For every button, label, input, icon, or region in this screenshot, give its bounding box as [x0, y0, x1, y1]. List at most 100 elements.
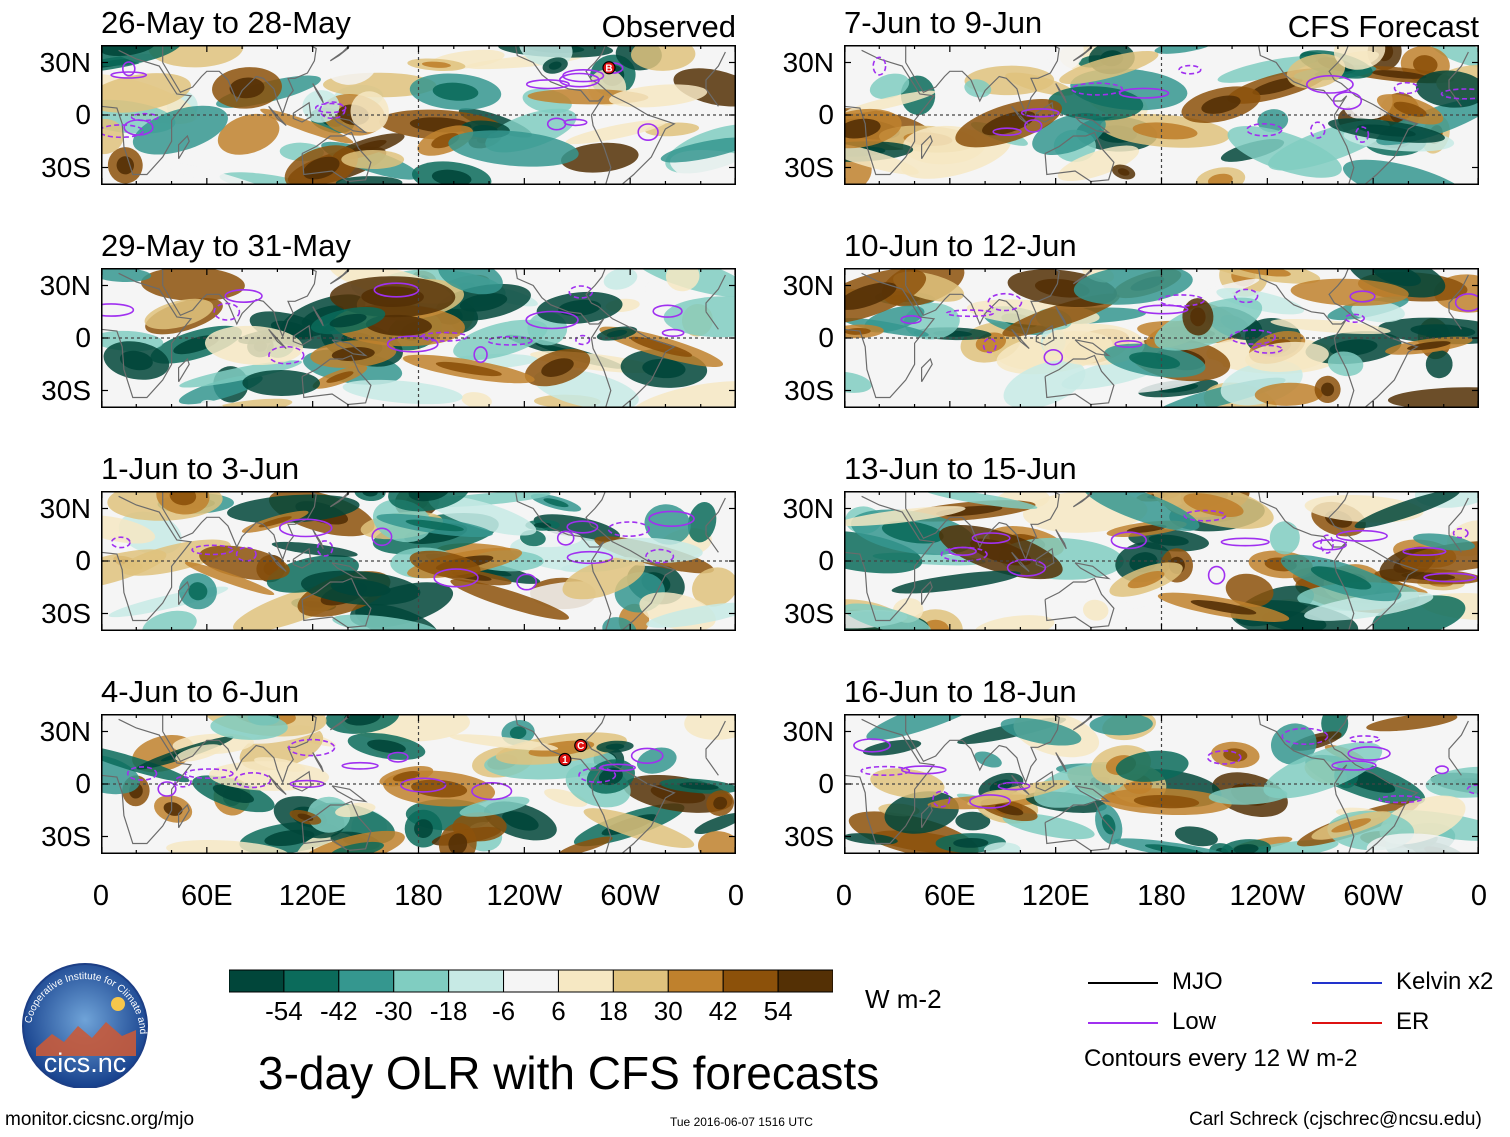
coastline: [921, 357, 933, 383]
olr-anomaly-blob: [845, 90, 936, 114]
olr-anomaly-blob: [179, 360, 302, 388]
olr-anomaly-blob: [101, 118, 124, 155]
low-contour: [341, 761, 379, 770]
olr-anomaly-core: [344, 714, 381, 726]
coastline: [1044, 577, 1115, 629]
low-contour: [566, 520, 599, 534]
olr-anomaly-blob: [1115, 750, 1189, 782]
olr-anomaly-core: [329, 313, 367, 328]
olr-anomaly-core: [459, 293, 508, 312]
panel-title: 13-Jun to 15-Jun: [844, 451, 1077, 486]
coastline: [1035, 547, 1055, 569]
olr-anomaly-blob: [1304, 591, 1434, 621]
olr-anomaly-core: [1127, 570, 1165, 589]
olr-anomaly-blob: [974, 615, 1055, 631]
olr-anomaly-blob: [844, 506, 966, 527]
low-contour: [1452, 527, 1469, 539]
olr-anomaly-blob: [450, 579, 570, 620]
coastline: [905, 491, 1060, 561]
olr-anomaly-blob: [204, 325, 304, 365]
colorbar-swatch: [667, 969, 724, 993]
coastline: [1074, 785, 1111, 803]
olr-anomaly-blob: [687, 501, 717, 543]
low-contour: [645, 548, 675, 564]
olr-anomaly-blob: [1354, 491, 1461, 529]
low-contour: [1233, 288, 1259, 304]
colorbar-swatch: [503, 969, 559, 993]
longitude-tick-label: 0: [727, 880, 745, 912]
low-contour: [278, 518, 333, 538]
latitude-tick-label: 0: [75, 768, 91, 799]
olr-anomaly-core: [1183, 493, 1244, 517]
olr-anomaly-core: [258, 516, 292, 528]
olr-anomaly-map: C1: [101, 714, 736, 854]
svg-text:1: 1: [562, 755, 568, 766]
olr-anomaly-blob: [558, 836, 613, 854]
coastline: [1257, 491, 1419, 631]
olr-anomaly-blob: [603, 268, 638, 290]
coastline: [1055, 83, 1067, 104]
low-contour: [157, 781, 177, 797]
footer-url: monitor.cicsnc.org/mjo: [5, 1109, 195, 1130]
olr-anomaly-core: [606, 329, 628, 338]
olr-anomaly-map: [101, 268, 736, 408]
low-contour: [900, 314, 922, 325]
low-contour: [1434, 765, 1449, 775]
low-contour: [853, 738, 891, 753]
olr-anomaly-core: [1413, 55, 1438, 74]
olr-anomaly-blob: [1415, 70, 1479, 108]
longitude-tick-label: 60E: [924, 880, 976, 912]
low-contour: [992, 127, 1022, 136]
olr-anomaly-blob: [1059, 50, 1159, 85]
colorbar-swatch: [777, 969, 833, 993]
latitude-tick-label: 30N: [39, 46, 91, 78]
olr-anomaly-blob: [438, 268, 503, 295]
logo-text: cics.nc: [44, 1048, 127, 1078]
low-contour: [1110, 531, 1147, 550]
coastline: [844, 495, 1469, 622]
olr-anomaly-blob: [1073, 268, 1193, 305]
panel-title: 29-May to 31-May: [101, 228, 351, 263]
olr-anomaly-core: [642, 358, 686, 379]
low-contour: [1440, 88, 1479, 100]
olr-anomaly-blob: [101, 549, 167, 591]
low-contour: [126, 766, 158, 781]
legend-line: [1088, 982, 1158, 984]
coastline: [292, 324, 312, 346]
longitude-tick-label: 120W: [486, 880, 563, 912]
olr-anomaly-blob: [448, 130, 579, 167]
olr-anomaly-blob: [1003, 360, 1086, 408]
olr-anomaly-blob: [162, 161, 283, 185]
column-label: Observed: [601, 9, 736, 44]
olr-anomaly-blob: [583, 808, 695, 849]
olr-anomaly-blob: [1333, 45, 1386, 70]
olr-anomaly-blob: [955, 811, 991, 831]
olr-anomaly-blob: [609, 84, 708, 108]
colorbar: [229, 969, 833, 993]
low-contour: [1378, 795, 1423, 804]
olr-anomaly-blob: [1225, 573, 1274, 608]
low-contour: [371, 527, 393, 547]
olr-anomaly-blob: [335, 176, 403, 185]
low-contour: [932, 790, 951, 808]
low-contour: [860, 765, 911, 777]
low-contour: [1393, 81, 1419, 95]
legend-label: Low: [1172, 1008, 1217, 1035]
legend-line: [1312, 982, 1382, 984]
latitude-tick-label: 30S: [41, 597, 91, 629]
olr-anomaly-blob: [409, 550, 481, 579]
olr-anomaly-blob: [175, 744, 222, 762]
olr-anomaly-core: [1190, 307, 1206, 327]
low-contour: [1229, 329, 1276, 345]
colorbar-swatch: [283, 969, 340, 993]
colorbar-tick-label: -6: [491, 996, 516, 1026]
colorbar-swatch: [448, 969, 505, 993]
low-contour: [1332, 91, 1363, 111]
low-contour: [546, 117, 567, 131]
olr-anomaly-core: [1410, 324, 1476, 338]
olr-anomaly-core: [431, 169, 472, 185]
olr-anomaly-blob: [1270, 318, 1391, 335]
low-contour: [1137, 304, 1189, 315]
storm-marker: 1: [558, 752, 572, 767]
latitude-tick-label: 30S: [784, 151, 834, 183]
